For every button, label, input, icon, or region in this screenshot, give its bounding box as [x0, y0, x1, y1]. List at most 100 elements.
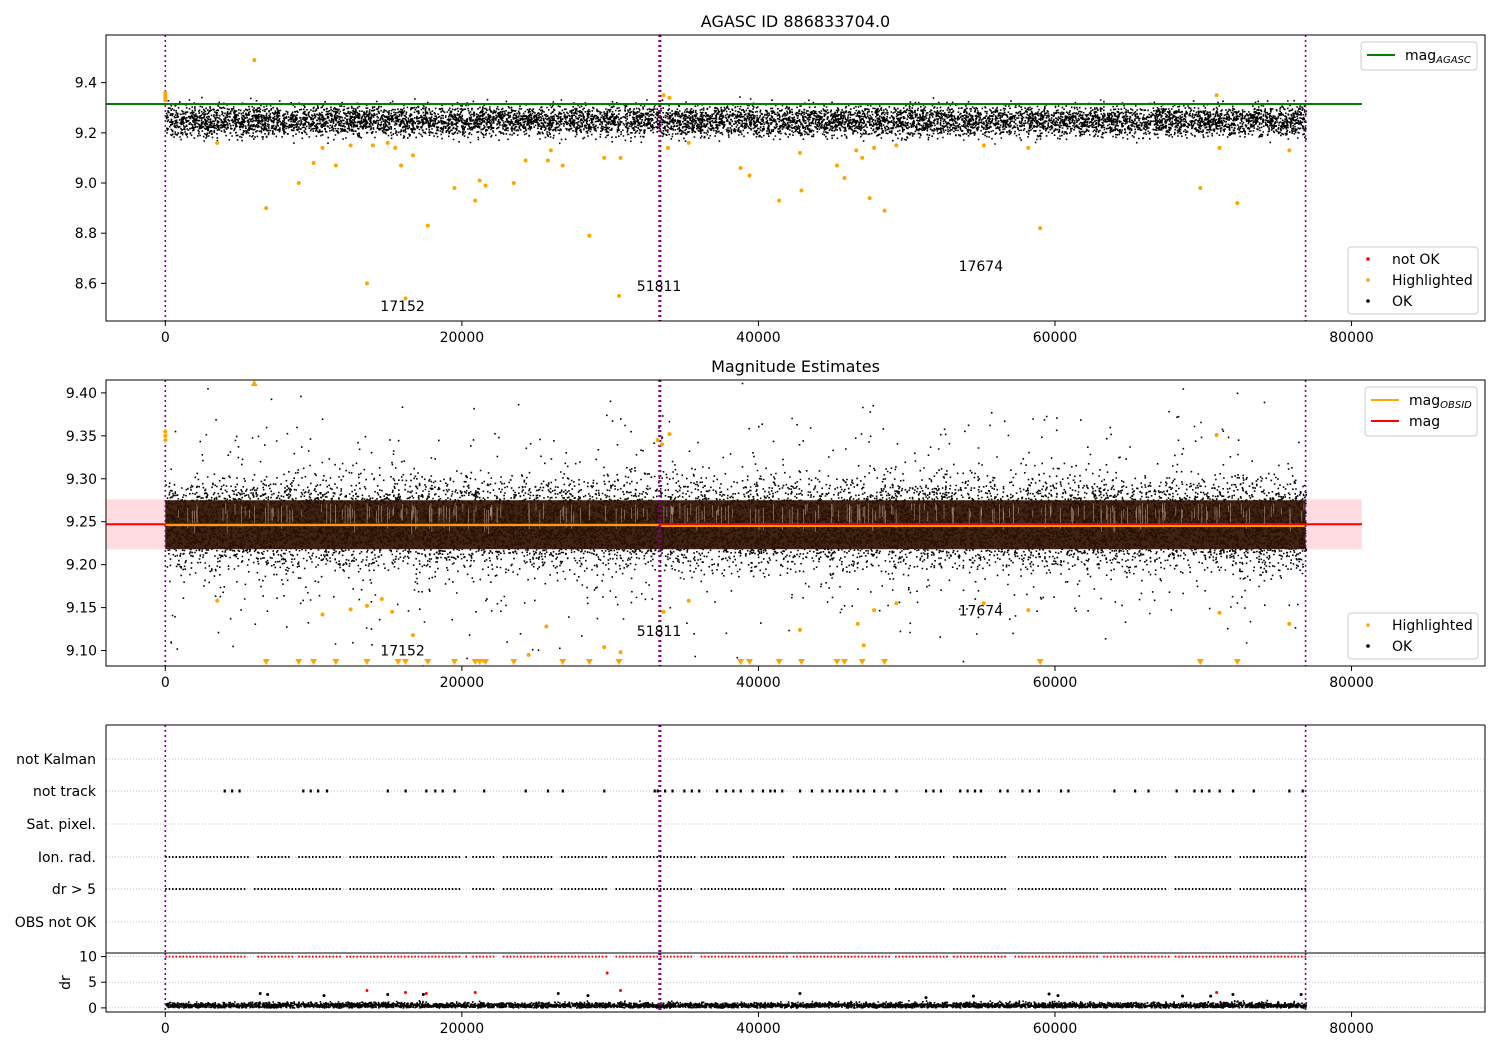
highlighted-point — [410, 153, 415, 158]
highlighted-point — [163, 438, 168, 443]
clipped-low-marker — [737, 659, 745, 665]
clipped-low-marker — [510, 659, 518, 665]
highlighted-point — [399, 163, 404, 168]
x-tick-label: 0 — [161, 330, 170, 346]
highlighted-point — [215, 140, 220, 145]
x-tick-label: 20000 — [440, 675, 485, 691]
legend-marker — [1366, 623, 1370, 627]
not-track-flag — [386, 789, 389, 793]
not-track-flag — [939, 789, 943, 793]
not-track-flag — [1252, 789, 1255, 793]
not-track-flag — [325, 789, 329, 793]
not-track-flag — [732, 789, 735, 793]
legend-label: OK — [1392, 639, 1413, 655]
highlighted-point — [477, 178, 482, 183]
dr-ok-point — [556, 992, 560, 996]
clipped-low-marker — [402, 659, 410, 665]
legend-label-subscript: AGASC — [1435, 55, 1471, 66]
highlighted-point — [1287, 148, 1292, 153]
dr-gt-5-flags — [165, 888, 1306, 890]
highlighted-point — [264, 206, 269, 211]
legend-label-main: mag — [1409, 414, 1440, 430]
legend-label: mag — [1409, 414, 1440, 430]
clipped-low-marker — [840, 659, 848, 665]
flag-category-label: Ion. rad. — [38, 850, 96, 866]
clipped-low-marker — [1036, 659, 1044, 665]
highlighted-point — [296, 181, 301, 186]
not-track-flag — [1021, 789, 1024, 793]
y-tick-label: 9.0 — [75, 176, 97, 192]
highlighted-point — [410, 633, 415, 638]
not-track-flag — [441, 789, 444, 793]
not-track-flag — [769, 789, 772, 793]
highlighted-point — [835, 163, 840, 168]
y-tick-label: 9.10 — [66, 644, 97, 660]
clipped-low-marker — [450, 659, 458, 665]
highlighted-point — [311, 160, 316, 165]
highlighted-point — [777, 198, 782, 203]
not-track-flag — [751, 789, 754, 793]
highlighted-point — [1038, 226, 1043, 231]
panel-agasc-magnitude: 17152 51811 17674 0 20000 40000 60000 80000 8.6 8… — [75, 12, 1486, 346]
x-tick-label: 60000 — [1033, 330, 1078, 346]
clipped-low-marker — [262, 659, 270, 665]
highlighted-point — [483, 183, 488, 188]
dr-not-ok-point — [473, 991, 477, 995]
not-track-flag — [1113, 789, 1116, 793]
flag-category-label: Sat. pixel. — [27, 817, 96, 833]
not-track-flag — [828, 789, 831, 793]
highlighted-point — [665, 145, 670, 150]
not-track-flag — [862, 789, 865, 793]
flag-category-label: OBS not OK — [15, 915, 97, 931]
dr-ok-points — [165, 999, 1307, 1009]
plot-frame — [105, 34, 1486, 322]
obsid-label: 17674 — [959, 259, 1004, 275]
legend-marker — [1366, 278, 1370, 282]
highlighted-point — [390, 609, 395, 614]
not-track-flag — [873, 789, 876, 793]
highlighted-point — [1217, 610, 1222, 615]
not-track-flag — [1134, 789, 1137, 793]
not-track-flag — [715, 789, 719, 793]
highlighted-point — [618, 650, 623, 655]
clipped-high-marker — [250, 380, 258, 386]
dr-not-ok-point — [365, 988, 369, 992]
x-tick-label: 40000 — [736, 675, 781, 691]
not-track-flag — [1006, 789, 1009, 793]
y-tick-label: 9.30 — [66, 472, 97, 488]
clipped-low-marker — [310, 659, 318, 665]
highlighted-point — [686, 140, 691, 145]
highlighted-point — [1217, 145, 1222, 150]
clipped-low-marker — [295, 659, 303, 665]
y-tick-label: 9.20 — [66, 558, 97, 574]
not-track-flag — [309, 789, 312, 793]
highlighted-point — [894, 143, 899, 148]
legend-label-main: not OK — [1392, 252, 1440, 268]
clipped-low-marker — [482, 659, 490, 665]
not-track-flag — [1175, 789, 1178, 793]
not-track-flag — [1037, 789, 1040, 793]
legend-marker — [1366, 257, 1370, 261]
x-tick-label: 40000 — [736, 330, 781, 346]
clipped-low-marker — [615, 659, 623, 665]
dr-ok-point — [258, 992, 262, 996]
highlighted-point — [252, 58, 257, 63]
y-tick-label: 9.15 — [66, 601, 97, 617]
not-track-flag — [979, 789, 983, 793]
clipped-low-marker — [332, 659, 340, 665]
highlighted-point — [163, 433, 168, 438]
legend-marker — [1366, 644, 1370, 648]
not-track-flag — [924, 789, 928, 793]
y-tick-label: 9.2 — [75, 126, 97, 142]
clipped-low-marker — [1233, 659, 1241, 665]
obsid-label: 51811 — [637, 279, 682, 295]
not-track-flag — [1200, 789, 1203, 793]
not-track-flag — [1301, 789, 1304, 793]
not-track-flag — [856, 789, 859, 793]
highlighted-point — [747, 173, 752, 178]
not-track-flag — [231, 789, 234, 793]
highlighted-point — [867, 196, 872, 201]
legend-label-main: mag — [1405, 48, 1436, 64]
highlighted-point — [854, 148, 859, 153]
highlighted-point — [1026, 145, 1031, 150]
